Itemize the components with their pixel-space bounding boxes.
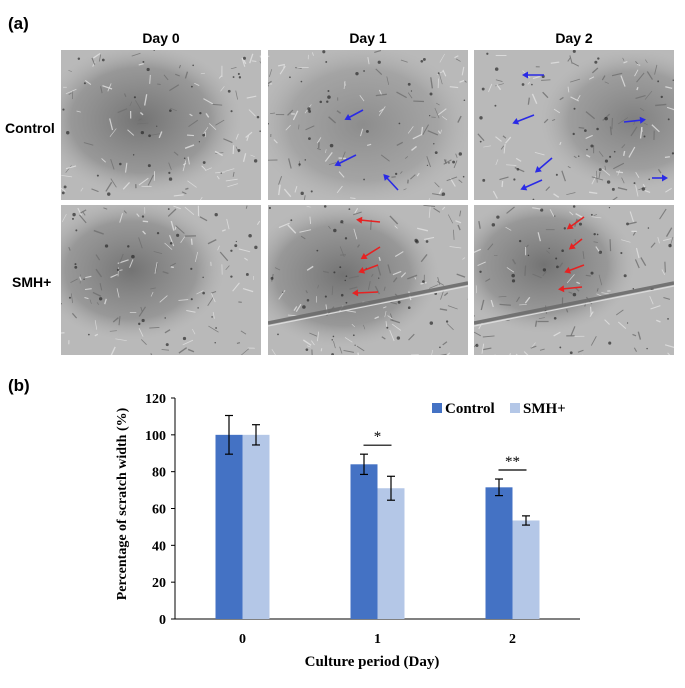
- column-header-day0: Day 0: [142, 30, 180, 46]
- column-header-day1: Day 1: [349, 30, 387, 46]
- y-axis-label: Percentage of scratch width (%): [115, 407, 130, 600]
- arrow-icon: [358, 264, 379, 274]
- arrow-icon: [520, 179, 543, 191]
- y-tick-label: 60: [152, 503, 166, 518]
- arrow-icon: [360, 246, 381, 260]
- micrograph-control-day1: [268, 50, 468, 200]
- arrow-icon: [356, 216, 381, 224]
- micrograph-control-day2: [474, 50, 674, 200]
- column-header-day2: Day 2: [555, 30, 593, 46]
- legend-swatch-control: [432, 403, 442, 413]
- arrow-icon: [334, 154, 357, 167]
- micrograph-smh-day0: [61, 205, 261, 355]
- y-tick-label: 0: [159, 613, 166, 628]
- row-header-smh: SMH+: [12, 274, 52, 290]
- bar-control-day2: [485, 487, 513, 619]
- arrow-icon: [522, 71, 544, 79]
- row-header-control: Control: [5, 120, 55, 136]
- y-tick-label: 20: [152, 576, 166, 591]
- micrograph-smh-day1: [268, 205, 468, 355]
- y-tick-label: 40: [152, 539, 166, 554]
- panel-a-label: (a): [8, 14, 29, 33]
- bar-smh-day1: [377, 488, 405, 619]
- bar-chart: Percentage of scratch width (%) Culture …: [115, 392, 580, 670]
- significance-label: **: [505, 454, 520, 470]
- arrow-icon: [512, 114, 535, 125]
- arrow-icon: [564, 264, 585, 274]
- bar-smh-day2: [512, 520, 540, 619]
- x-axis-label: Culture period (Day): [305, 654, 440, 670]
- micrograph-smh-day2: [474, 205, 674, 355]
- arrow-icon: [566, 216, 585, 230]
- x-tick-label: 1: [374, 632, 381, 647]
- bar-smh-day0: [242, 434, 270, 619]
- arrow-icon: [383, 174, 399, 191]
- y-tick-label: 100: [145, 429, 166, 444]
- arrow-icon: [558, 285, 583, 293]
- significance-label: *: [374, 429, 382, 445]
- legend-label-smh: SMH+: [523, 401, 566, 417]
- x-tick-label: 0: [239, 632, 246, 647]
- arrow-icon: [568, 238, 583, 250]
- x-tick-label: 2: [509, 632, 516, 647]
- arrow-icon: [352, 289, 379, 297]
- legend-swatch-smh: [510, 403, 520, 413]
- y-tick-label: 80: [152, 466, 166, 481]
- micrograph-control-day0: [61, 50, 261, 200]
- bar-control-day0: [215, 434, 243, 619]
- y-tick-label: 120: [145, 392, 166, 407]
- legend-label-control: Control: [445, 401, 495, 417]
- arrow-icon: [344, 109, 364, 121]
- arrow-icon: [623, 116, 646, 124]
- arrow-icon: [652, 174, 668, 182]
- arrow-icon: [534, 157, 553, 173]
- bar-control-day1: [350, 464, 378, 619]
- panel-b-label: (b): [8, 376, 30, 395]
